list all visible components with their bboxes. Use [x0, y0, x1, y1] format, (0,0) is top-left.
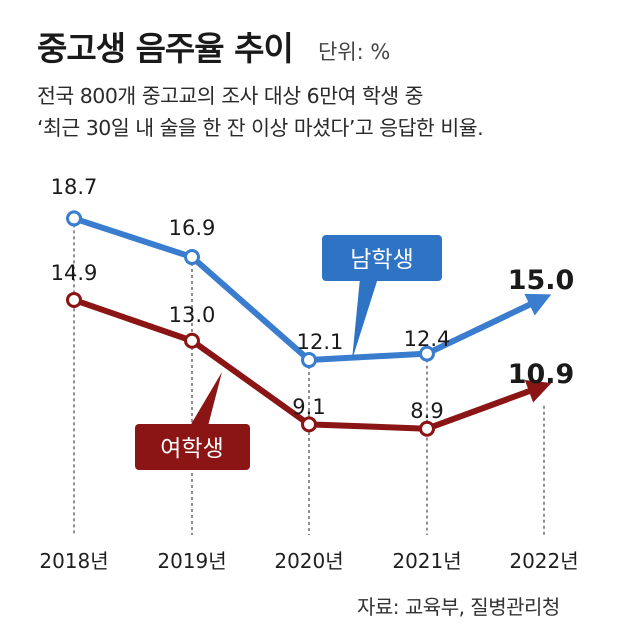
- source-credit: 자료: 교육부, 질병관리청: [357, 595, 560, 619]
- female-arrowhead: [524, 380, 552, 403]
- x-tick-label: 2018년: [39, 549, 108, 573]
- female-data-point: [184, 332, 200, 349]
- male-series-line: [71, 215, 430, 364]
- female-callout-pointer: [190, 372, 222, 426]
- male-series-arrow-line: [424, 300, 535, 357]
- female-data-label: 8.9: [410, 399, 443, 423]
- female-data-label: 9.1: [292, 395, 325, 419]
- x-tick-label: 2021년: [392, 549, 461, 573]
- male-series-callout: [322, 235, 442, 281]
- female-series-callout: [135, 424, 250, 470]
- male-data-label: 12.1: [297, 330, 344, 354]
- female-data-point: [419, 420, 435, 437]
- male-data-point: [419, 345, 435, 362]
- female-data-label: 13.0: [169, 303, 216, 327]
- male-series-label: 남학생: [350, 247, 413, 273]
- male-arrowhead: [524, 293, 552, 316]
- female-series-arrow-line: [424, 387, 534, 432]
- female-series-label: 여학생: [160, 436, 223, 462]
- male-data-label: 12.4: [404, 327, 451, 351]
- subtitle-line-1: 전국 800개 중고교의 조사 대상 6만여 학생 중: [37, 84, 424, 108]
- male-data-label: 16.9: [169, 216, 216, 240]
- x-tick-label: 2020년: [274, 549, 343, 573]
- chart-title: 중고생 음주율 추이: [37, 29, 294, 68]
- female-series-line: [71, 296, 430, 432]
- male-data-point: [301, 352, 317, 369]
- x-tick-label: 2019년: [157, 549, 226, 573]
- male-data-label: 15.0: [508, 265, 575, 296]
- chart-subtitle: 전국 800개 중고교의 조사 대상 6만여 학생 중 ‘최근 30일 내 술을…: [37, 80, 484, 144]
- male-callout-pointer: [352, 278, 378, 360]
- female-data-point: [66, 291, 82, 308]
- male-data-point: [66, 210, 82, 227]
- female-data-point: [301, 416, 317, 433]
- female-data-label: 10.9: [508, 359, 575, 390]
- male-data-label: 18.7: [51, 175, 98, 199]
- female-data-label: 14.9: [51, 261, 98, 285]
- subtitle-line-2: ‘최근 30일 내 술을 한 잔 이상 마셨다’고 응답한 비율.: [37, 116, 484, 140]
- unit-label: 단위: %: [318, 40, 391, 64]
- x-tick-label: 2022년: [509, 549, 578, 573]
- male-data-point: [184, 249, 200, 266]
